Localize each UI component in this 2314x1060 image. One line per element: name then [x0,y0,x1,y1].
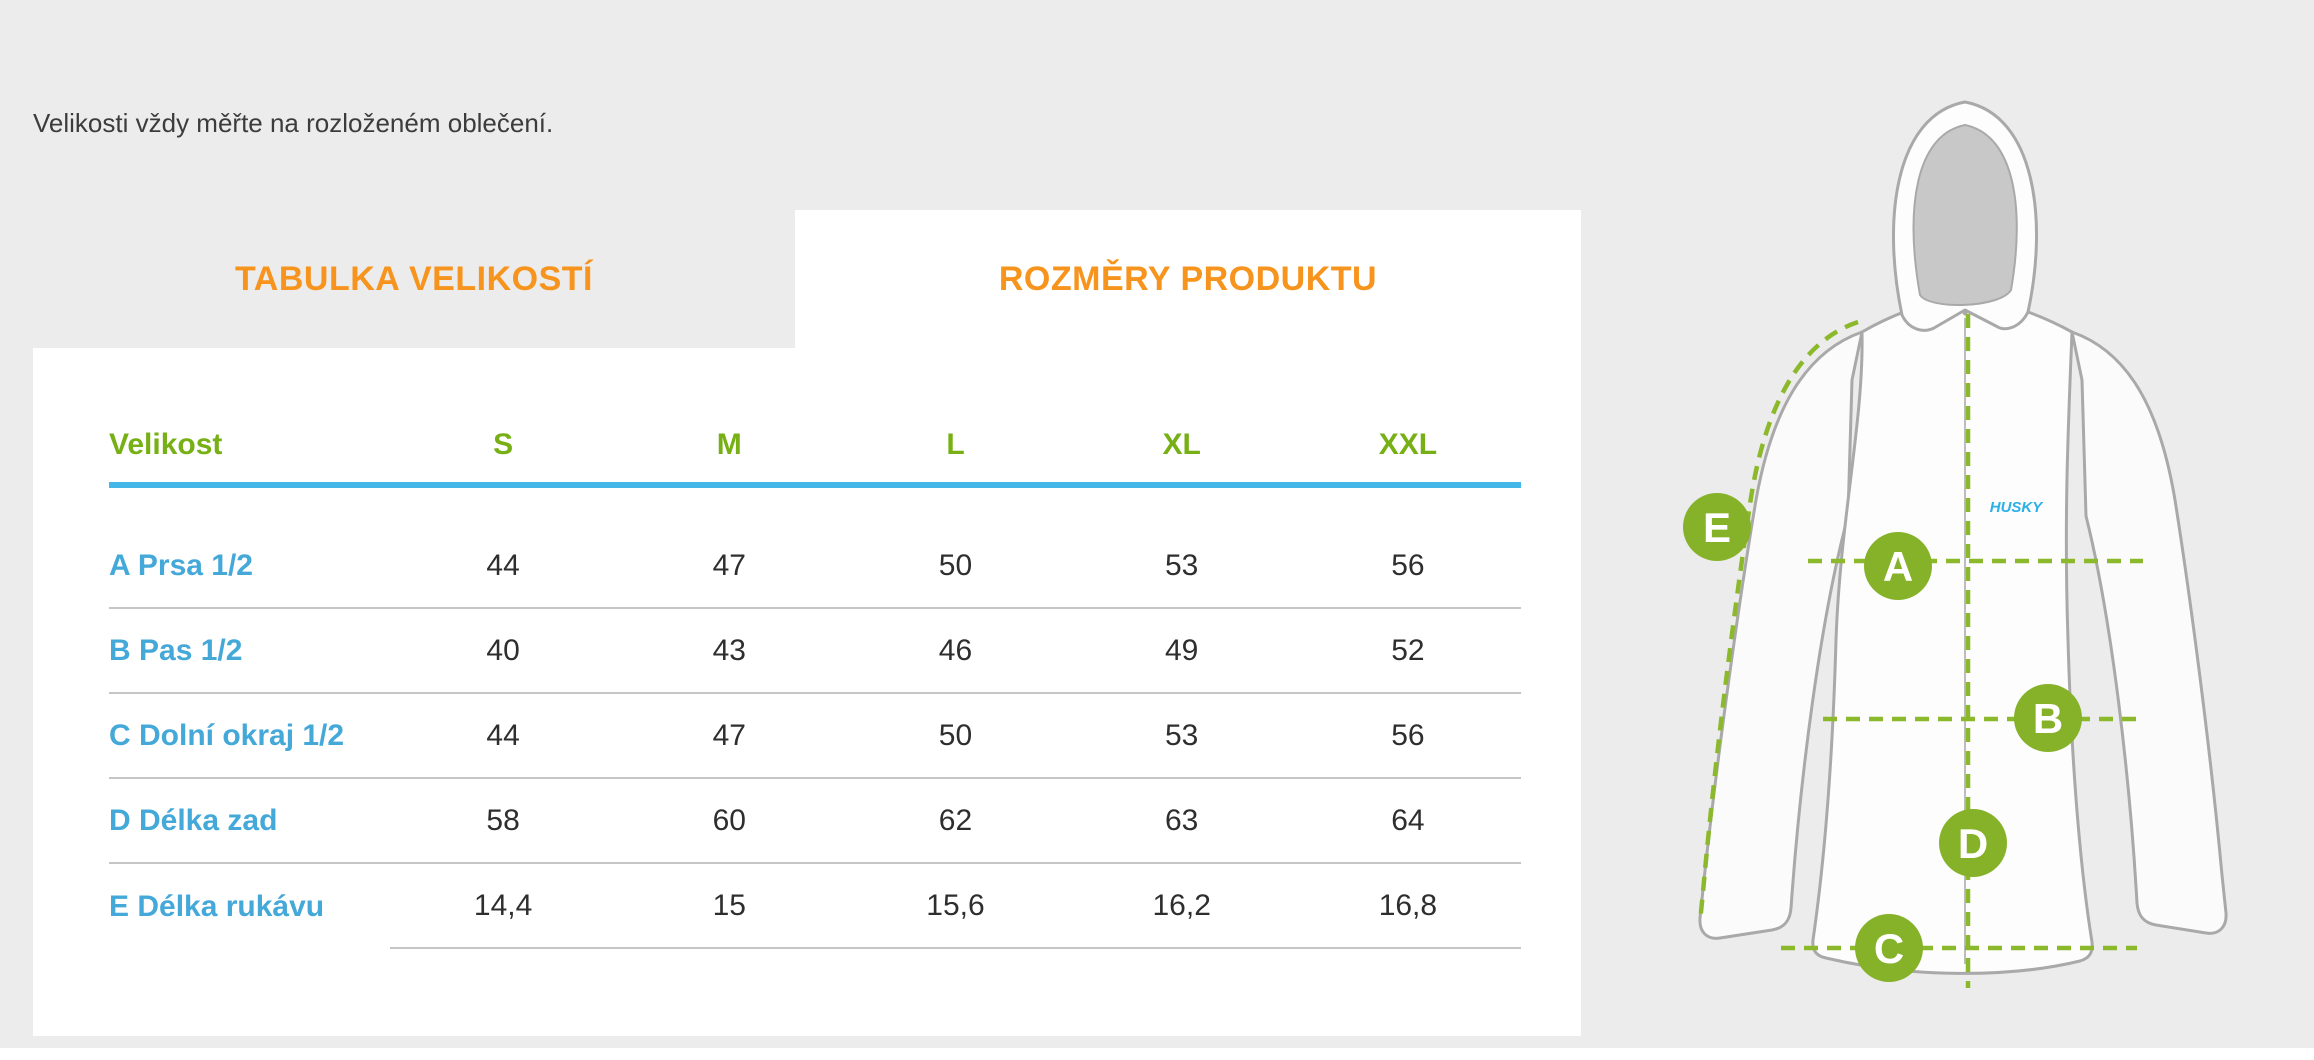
size-value-cell: 47 [616,694,843,779]
size-value-cell: 15 [616,864,843,949]
marker-b: B [2014,684,2082,752]
size-value-cell: 40 [390,609,617,694]
marker-d-label: D [1958,820,1988,867]
product-measurement-diagram: HUSKY E A B D C [1683,100,2228,988]
row-label: E Délka rukávu [109,889,325,923]
row-label: A Prsa 1/2 [109,524,390,609]
tab-size-table[interactable]: TABULKA VELIKOSTÍ [33,210,795,348]
size-value-cell: 56 [1294,694,1521,779]
size-value-cell: 49 [1068,609,1295,694]
size-value-cell: 62 [842,779,1069,864]
header-underline [109,482,1521,488]
size-value-cell: 43 [616,609,843,694]
column-header-xxl: XXL [1378,428,1438,461]
table-row: D Délka zad 58 60 62 63 64 [109,779,1521,864]
measurement-note: Velikosti vždy měřte na rozloženém obleč… [33,108,554,138]
marker-a: A [1864,532,1932,600]
row-label: B Pas 1/2 [109,609,390,694]
header-gap [109,488,1521,524]
marker-d-circle [1939,809,2007,877]
jacket-right-sleeve [2070,330,2228,935]
row-label: C Dolní okraj 1/2 [109,694,390,779]
jacket-body [1811,296,2094,975]
marker-c-circle [1855,914,1923,982]
marker-c-label: C [1874,925,1904,972]
marker-a-label: A [1883,543,1913,590]
table-row: E Délka rukávu 14,4 15 15,6 16,2 16,8 [109,864,1521,949]
size-value-cell: 16,2 [1068,864,1295,949]
marker-b-label: B [2033,695,2063,742]
size-value-cell: 44 [390,524,617,609]
column-header-velikost: Velikost [109,428,223,461]
tab-product-dimensions[interactable]: ROZMĚRY PRODUKTU [795,210,1581,348]
row-label: D Délka zad [109,779,390,864]
size-value-cell: 14,4 [390,864,617,949]
jacket-left-sleeve [1698,330,1864,940]
size-value-cell: 46 [842,609,1069,694]
column-header-s: S [493,428,514,461]
marker-c: C [1855,914,1923,982]
size-value-cell: 50 [842,524,1069,609]
column-header-xl: XL [1162,428,1201,461]
panel-top-extension [795,210,1581,348]
marker-a-circle [1864,532,1932,600]
size-value-cell: 53 [1068,694,1295,779]
table-row: A Prsa 1/2 44 47 50 53 56 [109,524,1521,609]
brand-logo: HUSKY [1990,499,2045,516]
size-value-cell: 50 [842,694,1069,779]
size-value-cell: 63 [1068,779,1295,864]
jacket-hood-interior [1912,123,2018,307]
bottom-strip [0,1048,2314,1060]
size-value-cell: 58 [390,779,617,864]
column-header-m: M [716,428,742,461]
marker-d: D [1939,809,2007,877]
size-value-cell: 44 [390,694,617,779]
size-value-cell: 64 [1294,779,1521,864]
marker-e: E [1683,493,1751,561]
measurement-line-e-sleeve [1697,319,1859,923]
size-value-cell: 53 [1068,524,1295,609]
tab-size-table-label: TABULKA VELIKOSTÍ [235,259,593,298]
tab-product-dimensions-label: ROZMĚRY PRODUKTU [998,259,1378,298]
size-value-cell: 52 [1294,609,1521,694]
size-value-cell: 56 [1294,524,1521,609]
marker-b-circle [2014,684,2082,752]
size-value-cell: 16,8 [1294,864,1521,949]
size-value-cell: 15,6 [842,864,1069,949]
column-header-l: L [946,428,965,461]
size-value-cell: 60 [616,779,843,864]
table-row: B Pas 1/2 40 43 46 49 52 [109,609,1521,694]
size-value-cell: 47 [616,524,843,609]
marker-e-label: E [1703,504,1731,551]
marker-e-circle [1683,493,1751,561]
table-row: C Dolní okraj 1/2 44 47 50 53 56 [109,694,1521,779]
size-table: Velikost S M L XL XXL A Prsa 1/2 44 47 5… [109,408,1521,949]
size-table-header: Velikost S M L XL XXL [109,408,1521,482]
